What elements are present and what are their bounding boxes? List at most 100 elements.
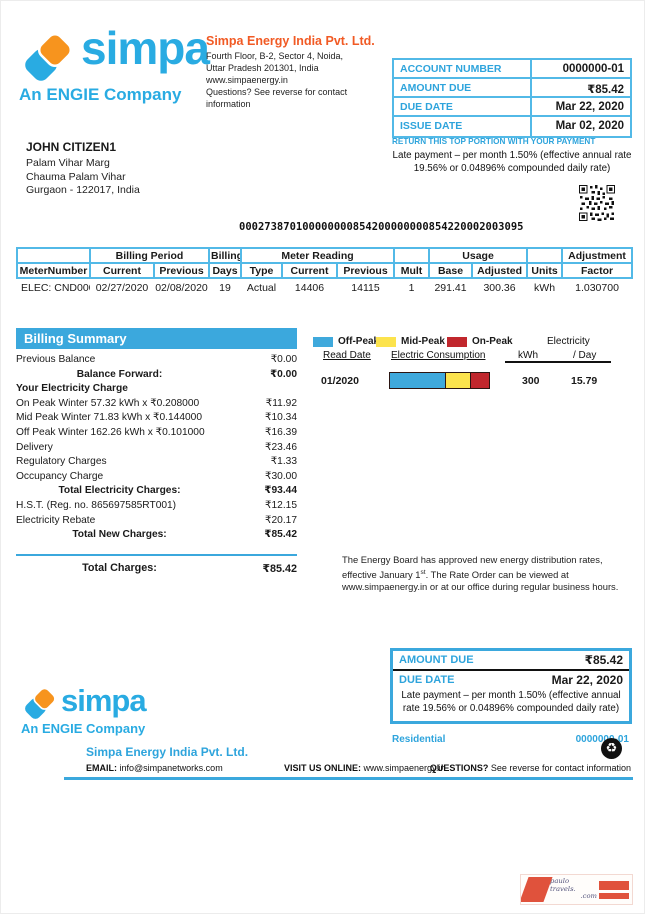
footer-divider [64,777,633,780]
col-factor: Factor [561,262,634,279]
notice-line-1: The Energy Board has approved new energy… [342,554,603,565]
bs-row-regulatory: Regulatory Charges ₹1.33 [16,456,297,471]
simpa-logo-icon-bottom [21,685,59,723]
company-website: www.simpaenergy.in [206,75,288,85]
qr-code-icon [579,185,615,226]
brand-tagline: An ENGIE Company [19,85,182,104]
group-adjustment: Adjustment [561,247,634,264]
bs-label: H.S.T. (Reg. no. 865697585RT001) [16,499,177,511]
kwh-day-underline [505,361,611,363]
issue-date-row: ISSUE DATE Mar 02, 2020 [394,117,630,136]
stub-amount-due-value: ₹85.42 [584,653,623,667]
legend-off-peak: Off-Peak [313,336,379,347]
col-mult: Mult [393,262,431,279]
col-units: Units [526,262,564,279]
stub-due-date-row: DUE DATE Mar 22, 2020 [393,671,629,689]
cell-bp-previous: 02/08/2020 [155,282,208,294]
account-number-row: ACCOUNT NUMBER 0000000-01 [394,60,630,79]
billing-summary-section: Billing Summary Previous Balance ₹0.00 B… [16,328,297,575]
footer-company-name: Simpa Energy India Pvt. Ltd. [86,745,249,759]
legend-mid-peak: Mid-Peak [376,336,445,347]
col-base: Base [428,262,474,279]
bs-row-previous-balance: Previous Balance ₹0.00 [16,354,297,369]
footer-visit-value: www.simpaenergy.in [363,763,446,773]
cell-adjusted: 300.36 [483,282,516,294]
off-peak-swatch-icon [313,336,333,347]
recycle-icon: ♻ [601,738,622,759]
col-type: Type [240,262,284,279]
energy-board-notice: The Energy Board has approved new energy… [342,554,644,594]
notice-line-2: effective January 1 [342,568,421,580]
account-number-label: ACCOUNT NUMBER [394,60,532,77]
bs-label: Mid Peak Winter 71.83 kWh x ₹0.144000 [16,412,202,424]
bs-value: ₹93.44 [264,485,297,497]
read-date-value: 01/2020 [321,375,359,387]
bs-label: Your Electricity Charge [16,383,128,395]
bs-value: ₹0.00 [270,354,297,365]
stub-late-payment-note: Late payment – per month 1.50% (effectiv… [401,690,621,714]
bar-segment-off-peak [390,373,446,388]
customer-address-block: JOHN CITIZEN1 Palam Vihar Marg Chauma Pa… [26,140,140,198]
bs-row-total-charges: Total Charges: ₹85.42 [16,562,297,575]
kwh-value: 300 [522,375,540,387]
stub-amount-due-label: AMOUNT DUE [399,654,474,666]
meter-reading-table: Billing Period Billing Meter Reading Usa… [16,247,634,294]
due-date-row: DUE DATE Mar 22, 2020 [394,98,630,117]
bs-label: Delivery [16,441,53,453]
on-peak-swatch-icon [447,336,467,347]
group-blank-1 [16,247,91,264]
group-blank-3 [526,247,564,264]
due-date-label: DUE DATE [394,98,532,115]
stub-account-ref: 0000000-01 [575,734,629,745]
bs-row-total-electricity: Total Electricity Charges: ₹93.44 [16,485,297,500]
stub-amount-due-row: AMOUNT DUE ₹85.42 [393,651,629,671]
total-charges-divider [16,553,297,557]
cell-factor: 1.030700 [575,282,619,294]
electricity-header: Electricity [547,336,590,347]
company-address-1: Fourth Floor, B-2, Sector 4, Noida, [206,51,344,61]
col-bp-previous: Previous [152,262,211,279]
col-mr-current: Current [281,262,339,279]
bs-value: ₹1.33 [270,456,297,468]
bs-row-mid-peak: Mid Peak Winter 71.83 kWh x ₹0.144000 ₹1… [16,412,297,427]
cell-units: kWh [534,282,556,294]
bs-label: Balance Forward: [76,368,163,380]
cell-mult: 1 [408,282,415,294]
bs-value: ₹0.00 [270,368,297,380]
issue-date-value: Mar 02, 2020 [555,119,624,132]
watermark-line-2: travels. [550,884,576,893]
bs-value: ₹16.39 [265,426,297,438]
stub-due-date-label: DUE DATE [399,674,455,686]
col-mr-previous: Previous [336,262,396,279]
amount-due-row: AMOUNT DUE ₹85.42 [394,79,630,98]
bs-value: ₹12.15 [265,499,297,511]
cell-bp-current: 02/27/2020 [95,282,149,294]
total-charges-label: Total Charges: [82,562,157,575]
bs-row-hst: H.S.T. (Reg. no. 865697585RT001) ₹12.15 [16,500,297,515]
bs-label: Occupancy Charge [16,470,104,482]
bar-segment-on-peak [469,373,489,388]
footer-email-label: EMAIL: [86,763,117,773]
mid-peak-swatch-icon [376,336,396,347]
group-meter-reading: Meter Reading [240,247,396,264]
meter-column-header-row: MeterNumber Current Previous Days Type C… [16,262,634,279]
total-charges-value: ₹85.42 [262,563,297,576]
company-contact-note: Questions? See reverse for contact infor… [206,87,348,109]
rate-class-label: Residential [392,734,446,745]
bar-segment-mid-peak [445,373,470,388]
bs-row-total-new-charges: Total New Charges: ₹85.42 [16,529,297,544]
bs-row-balance-forward: Balance Forward: ₹0.00 [16,369,297,384]
bs-value [237,383,297,398]
notice-line-3: www.simpaenergy.in or at our office duri… [342,581,619,593]
legend-off-peak-label: Off-Peak [338,336,380,347]
kwh-header: kWh [518,350,538,361]
col-bp-current: Current [89,262,155,279]
bs-row-off-peak: Off Peak Winter 162.26 kWh x ₹0.101000 ₹… [16,427,297,442]
watermark-stripe-left [521,877,553,902]
per-day-value: 15.79 [571,375,598,387]
payment-stub-box: AMOUNT DUE ₹85.42 DUE DATE Mar 22, 2020 … [390,648,632,724]
bs-value: ₹85.42 [264,529,297,541]
bs-row-on-peak: On Peak Winter 57.32 kWh x ₹0.208000 ₹11… [16,398,297,413]
footer-email: EMAIL: info@simpanetworks.com [86,763,223,773]
